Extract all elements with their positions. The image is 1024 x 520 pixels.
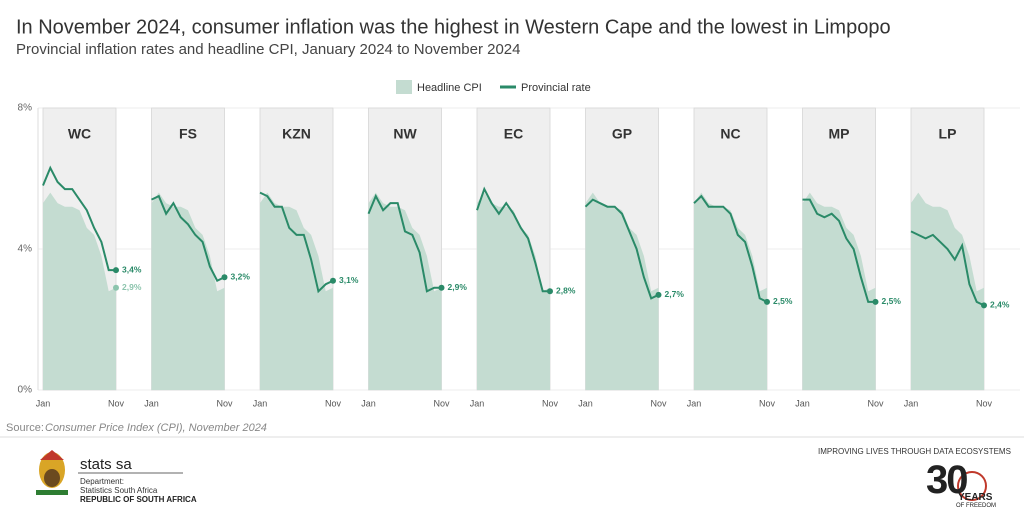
coat-of-arms [36, 450, 68, 495]
brand: stats sa [80, 456, 132, 473]
x-tick-label: Nov [433, 398, 450, 408]
provincial-point [221, 274, 228, 281]
value-label: 3,2% [231, 271, 251, 281]
legend-label: Provincial rate [521, 82, 591, 94]
headline-area [151, 192, 225, 390]
headline-area [477, 192, 550, 390]
x-tick-label: Nov [325, 398, 342, 408]
provincial-line [42, 165, 116, 272]
panel-title: MP [829, 126, 850, 142]
chart-title: In November 2024, consumer inflation was… [16, 16, 891, 38]
x-tick-label: Nov [867, 398, 884, 408]
provincial-point [438, 284, 445, 291]
provincial-line [802, 198, 876, 303]
panel-title: FS [179, 126, 197, 142]
anniversary-years: YEARS [958, 492, 993, 503]
x-tick-label: Jan [578, 398, 593, 408]
y-tick-label: 4% [18, 244, 33, 255]
provincial-point [330, 277, 336, 284]
x-tick-label: Nov [216, 398, 233, 408]
value-label: 2,5% [773, 296, 793, 306]
panel-title: LP [939, 126, 957, 142]
panel-title: EC [504, 126, 523, 142]
y-tick-label: 0% [18, 385, 33, 396]
value-label: 2,7% [665, 289, 685, 299]
provincial-line [259, 191, 334, 294]
headline-area [911, 192, 984, 390]
x-tick-label: Jan [795, 398, 810, 408]
source-label: Source: [6, 422, 44, 434]
x-tick-label: Jan [687, 398, 702, 408]
anniversary-freedom: OF FREEDOM [956, 503, 996, 509]
department: Department: [80, 477, 125, 486]
country: REPUBLIC OF SOUTH AFRICA [80, 495, 197, 504]
x-tick-label: Nov [542, 398, 559, 408]
provincial-point [547, 288, 553, 295]
x-tick-label: Nov [650, 398, 667, 408]
legend-swatch-area [396, 80, 412, 94]
headline-area [368, 192, 442, 390]
y-tick-label: 8% [18, 103, 33, 114]
panel-title: NC [720, 126, 740, 142]
value-label: 3,1% [339, 275, 359, 285]
headline-point [113, 284, 119, 291]
source: Consumer Price Index (CPI), November 202… [45, 422, 267, 434]
x-tick-label: Jan [253, 398, 268, 408]
x-tick-label: Jan [144, 398, 159, 408]
value-label: 3,4% [122, 264, 142, 274]
headline-area [694, 192, 767, 390]
headline-area [43, 192, 116, 390]
provincial-line [151, 194, 225, 283]
panel-title: NW [393, 126, 417, 142]
provincial-point [872, 298, 879, 305]
x-tick-label: Jan [904, 398, 919, 408]
anniversary-number: 30 [926, 458, 968, 502]
provincial-line [584, 198, 659, 300]
headline-value-label: 2,9% [122, 282, 142, 292]
chart-subtitle: Provincial inflation rates and headline … [16, 41, 520, 58]
x-tick-label: Jan [36, 398, 51, 408]
value-label: 2,5% [882, 296, 902, 306]
anniversary-emblem [957, 471, 987, 501]
value-label: 2,9% [448, 282, 468, 292]
headline-area [585, 192, 659, 390]
value-label: 2,8% [556, 286, 576, 296]
department-name: Statistics South Africa [80, 486, 158, 495]
provincial-line [476, 186, 550, 293]
x-tick-label: Nov [976, 398, 993, 408]
value-label: 2,4% [990, 300, 1010, 310]
tagline: IMPROVING LIVES THROUGH DATA ECOSYSTEMS [818, 447, 1011, 456]
panel-title: WC [68, 126, 91, 142]
x-tick-label: Jan [470, 398, 485, 408]
provincial-line [367, 193, 442, 293]
provincial-point [764, 298, 770, 305]
provincial-point [113, 267, 119, 274]
headline-area [260, 192, 333, 390]
x-tick-label: Nov [108, 398, 125, 408]
provincial-line [693, 194, 768, 303]
x-tick-label: Jan [361, 398, 376, 408]
x-tick-label: Nov [759, 398, 776, 408]
panel-title: KZN [282, 126, 311, 142]
panel-title: GP [612, 126, 632, 142]
provincial-point [655, 291, 662, 298]
provincial-point [981, 302, 987, 309]
provincial-line [910, 230, 985, 307]
legend-label: Headline CPI [417, 82, 482, 94]
headline-area [802, 192, 876, 390]
